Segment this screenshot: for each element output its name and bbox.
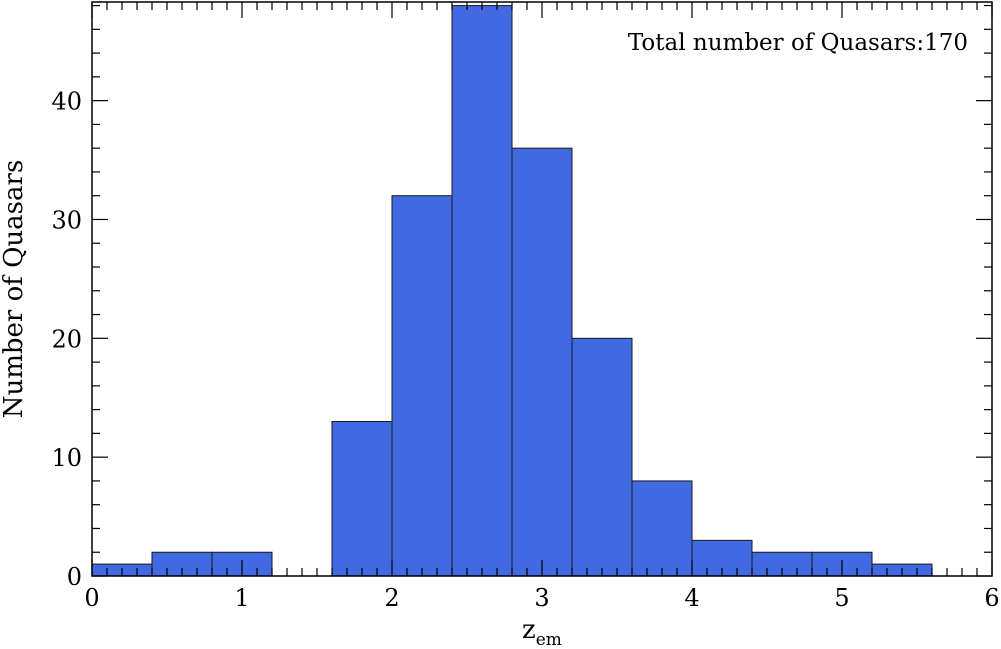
histogram-bar	[391, 195, 453, 577]
histogram-bar	[511, 147, 573, 577]
histogram-bar	[571, 337, 633, 577]
x-tick-label: 6	[984, 584, 999, 612]
x-tick-label: 5	[834, 584, 849, 612]
x-tick-labels: 0 1 2 3 4 5 6	[84, 584, 999, 612]
x-tick-label: 3	[534, 584, 549, 612]
x-tick-label: 0	[84, 584, 99, 612]
plot-frame	[91, 1, 993, 577]
y-tick-label: 20	[51, 325, 82, 353]
x-axis-label-main: z	[522, 615, 536, 645]
y-tick-label: 0	[67, 563, 82, 591]
histogram-bar	[631, 480, 693, 577]
histogram-bar	[451, 5, 513, 577]
y-tick-labels: 0 10 20 30 40	[51, 88, 82, 591]
x-tick-label: 4	[684, 584, 699, 612]
x-tick-label: 2	[384, 584, 399, 612]
histogram-bar	[331, 421, 393, 577]
y-tick-label: 40	[51, 88, 82, 116]
x-tick-label: 1	[234, 584, 249, 612]
x-axis-label: zem	[522, 615, 562, 649]
total-count-annotation: Total number of Quasars:170	[628, 30, 968, 56]
y-axis-label: Number of Quasars	[0, 160, 29, 419]
bars-group	[91, 5, 933, 577]
x-axis-label-subscript: em	[536, 630, 562, 649]
y-tick-label: 30	[51, 206, 82, 234]
y-tick-label: 10	[51, 444, 82, 472]
